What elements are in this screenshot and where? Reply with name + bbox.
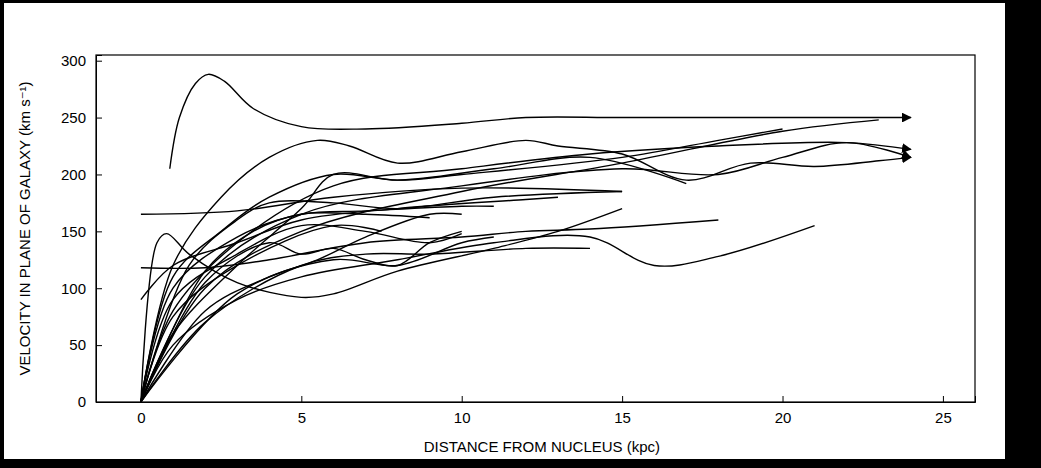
x-tick: 10 <box>454 396 471 426</box>
y-tick: 100 <box>61 280 102 297</box>
chart: 0510152025050100150200250300DISTANCE FRO… <box>0 0 1041 468</box>
x-tick: 20 <box>775 396 792 426</box>
x-tick-mark <box>783 396 784 402</box>
rotation-curve <box>141 225 462 402</box>
x-tick: 5 <box>298 396 306 426</box>
x-tick-label: 25 <box>935 409 952 426</box>
y-axis-title: VELOCITY IN PLANE OF GALAXY (km s⁻¹) <box>16 81 33 375</box>
x-tick: 15 <box>614 396 631 426</box>
plot-frame <box>96 55 975 402</box>
rotation-curve <box>141 157 686 402</box>
y-tick-label: 150 <box>61 223 86 240</box>
rotation-curve <box>141 237 494 402</box>
curves <box>141 74 911 402</box>
x-tick-label: 20 <box>775 409 792 426</box>
x-tick-label: 10 <box>454 409 471 426</box>
rotation-curve <box>141 142 911 402</box>
plot: 0510152025050100150200250300 <box>61 52 976 426</box>
y-tick-label: 200 <box>61 166 86 183</box>
y-tick: 200 <box>61 166 102 183</box>
y-tick-mark <box>96 174 102 175</box>
y-tick-mark <box>96 345 102 346</box>
rotation-curve <box>141 248 590 402</box>
rotation-curve <box>141 143 911 402</box>
y-tick-mark <box>96 118 102 119</box>
y-tick-label: 100 <box>61 280 86 297</box>
x-tick: 25 <box>935 396 952 426</box>
y-tick-label: 0 <box>78 393 86 410</box>
x-axis-title: DISTANCE FROM NUCLEUS (kpc) <box>424 438 660 455</box>
y-tick-label: 250 <box>61 109 86 126</box>
x-axis-line <box>97 396 976 403</box>
y-tick-label: 50 <box>69 336 86 353</box>
y-tick: 0 <box>78 393 102 410</box>
x-tick-mark <box>622 396 623 402</box>
rotation-curve <box>141 129 783 402</box>
rotation-curve <box>141 231 462 402</box>
rotation-curve <box>170 74 911 168</box>
x-tick-label: 5 <box>298 409 306 426</box>
rotation-curve <box>141 213 462 402</box>
x-axis: 0 5 10 15 20 25 <box>97 396 976 426</box>
x-tick-label: 15 <box>614 409 631 426</box>
rotation-curve <box>141 213 430 402</box>
y-tick: 150 <box>61 223 102 240</box>
y-axis: 0 50 100 150 200 250 300 <box>61 52 102 410</box>
y-tick: 300 <box>61 52 102 69</box>
y-tick-mark <box>96 402 102 403</box>
y-tick-label: 300 <box>61 52 86 69</box>
y-axis-line <box>97 56 103 403</box>
x-tick-mark <box>462 396 463 402</box>
y-tick: 50 <box>69 336 102 353</box>
rotation-curve <box>141 192 622 402</box>
y-tick: 250 <box>61 109 102 126</box>
y-tick-mark <box>96 61 102 62</box>
panel-background <box>4 3 1005 459</box>
y-tick-mark <box>96 231 102 232</box>
x-tick-mark <box>943 396 944 402</box>
rotation-curve <box>141 206 494 402</box>
y-tick-mark <box>96 288 102 289</box>
x-tick-label: 0 <box>137 409 145 426</box>
x-tick-mark <box>301 396 302 402</box>
